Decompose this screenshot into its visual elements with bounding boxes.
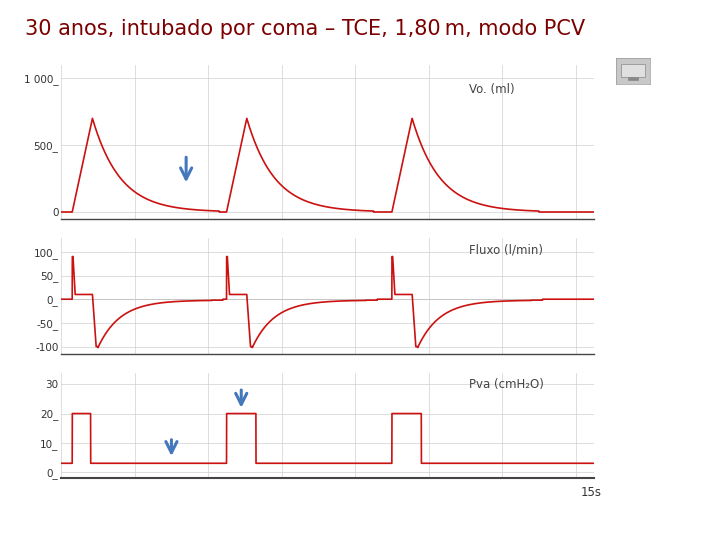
Text: Vo. (ml): Vo. (ml): [469, 83, 514, 96]
Bar: [628, 77, 638, 80]
Bar: [621, 64, 645, 77]
Text: Fluxo (l/min): Fluxo (l/min): [469, 244, 543, 256]
Text: Pva (cmH₂O): Pva (cmH₂O): [469, 378, 544, 391]
Text: 15s: 15s: [580, 487, 601, 500]
Text: 30 anos, intubado por coma – TCE, 1,80 m, modo PCV: 30 anos, intubado por coma – TCE, 1,80 m…: [25, 19, 585, 39]
